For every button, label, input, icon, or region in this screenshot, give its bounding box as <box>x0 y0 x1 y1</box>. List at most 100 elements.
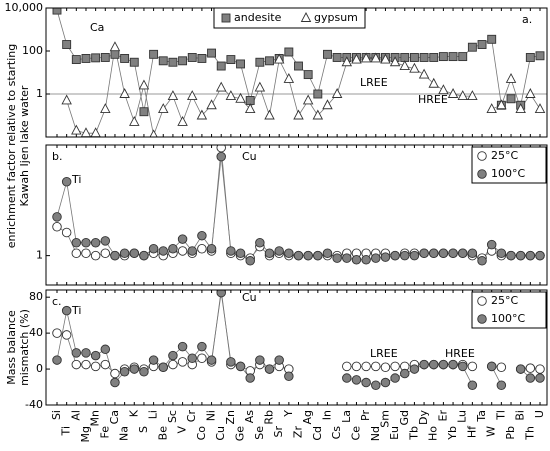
circle-marker <box>274 246 284 256</box>
circle-marker <box>477 296 487 306</box>
circle-marker <box>148 244 159 254</box>
triangle-marker <box>380 53 391 64</box>
circle-marker <box>371 361 381 372</box>
square-marker <box>221 13 231 23</box>
circle-marker <box>467 380 478 390</box>
triangle-marker <box>225 90 237 101</box>
circle-marker <box>525 363 536 373</box>
circle-marker <box>71 359 82 370</box>
x-tick-label: Th <box>523 426 536 441</box>
circle-marker <box>371 253 381 263</box>
square-marker <box>487 34 497 44</box>
y-tick-label: 0 <box>36 362 43 375</box>
x-tick-label: Rb <box>263 410 276 425</box>
circle-marker <box>187 246 197 256</box>
triangle-marker <box>300 12 312 22</box>
x-tick-label: Na <box>118 426 131 441</box>
annotation: Cu <box>242 150 257 163</box>
square-marker <box>62 40 72 49</box>
circle-marker <box>129 248 140 258</box>
triangle-marker <box>399 60 411 70</box>
square-marker <box>120 54 130 63</box>
circle-marker <box>61 330 72 340</box>
legend-label: 25°C <box>491 294 518 307</box>
circle-marker <box>496 362 507 373</box>
circle-marker <box>197 230 207 241</box>
triangle-marker <box>90 127 101 137</box>
triangle-marker <box>215 81 227 92</box>
triangle-marker <box>428 77 439 88</box>
square-marker <box>110 49 120 59</box>
circle-marker <box>81 359 91 370</box>
square-marker <box>226 55 236 65</box>
x-tick-label: Ge <box>234 426 247 442</box>
circle-marker <box>506 250 516 261</box>
circle-marker <box>245 373 255 383</box>
circle-marker <box>61 305 72 316</box>
x-tick-label: Yb <box>446 426 459 441</box>
x-tick-label: Cd <box>311 426 324 441</box>
circle-marker <box>409 364 420 374</box>
square-marker <box>71 55 81 65</box>
square-marker <box>168 57 178 67</box>
circle-marker <box>177 341 188 352</box>
square-marker <box>81 54 91 63</box>
annotation: HREE <box>445 347 475 360</box>
legend-label: gypsum <box>314 11 358 24</box>
legend-label: 25°C <box>491 149 518 162</box>
y-tick-label: 1 <box>36 249 43 262</box>
circle-marker <box>255 355 265 365</box>
square-marker <box>197 54 207 63</box>
circle-marker <box>467 248 478 258</box>
circle-marker <box>71 348 82 358</box>
circle-marker <box>110 377 120 388</box>
circle-marker <box>486 239 497 250</box>
triangle-marker <box>341 56 353 67</box>
triangle-marker <box>322 99 333 110</box>
circle-marker <box>361 377 371 388</box>
triangle-marker <box>71 124 82 135</box>
triangle-marker <box>61 94 72 105</box>
circle-marker <box>129 364 140 374</box>
circle-marker <box>496 380 507 390</box>
triangle-marker <box>254 81 266 92</box>
circle-marker <box>467 361 478 372</box>
x-tick-label: La <box>340 410 353 423</box>
circle-marker <box>187 353 197 364</box>
triangle-marker <box>235 92 246 103</box>
x-tick-label: Tl <box>494 410 507 421</box>
circle-marker <box>380 362 391 373</box>
y-tick-label: -40 <box>25 398 43 411</box>
triangle-marker <box>505 73 517 83</box>
circle-marker <box>535 364 545 374</box>
x-tick-label: Cr <box>185 410 198 423</box>
square-marker <box>129 57 139 67</box>
circle-marker <box>216 151 226 162</box>
square-marker <box>149 49 159 59</box>
annotation: HREE <box>418 93 448 106</box>
triangle-marker <box>486 103 497 113</box>
circle-marker <box>419 359 429 370</box>
circle-marker <box>457 248 468 258</box>
triangle-marker <box>100 103 111 113</box>
y-axis-label: enrichment factor relative to starting <box>5 44 18 248</box>
circle-marker <box>284 248 294 258</box>
triangle-marker <box>177 116 188 126</box>
annotation: Ti <box>71 304 81 317</box>
panel-label: c. <box>52 295 62 308</box>
legend-label: andesite <box>234 11 282 24</box>
triangle-marker <box>370 52 382 63</box>
triangle-marker <box>196 109 208 120</box>
square-marker <box>236 59 245 69</box>
x-tick-label: Fe <box>98 426 111 439</box>
circle-marker <box>90 361 101 372</box>
triangle-marker <box>351 53 362 64</box>
circle-marker <box>226 357 236 367</box>
square-marker <box>506 94 516 104</box>
circle-marker <box>158 362 169 373</box>
triangle-marker <box>515 103 526 113</box>
x-tick-label: K <box>127 409 140 417</box>
circle-marker <box>52 355 62 365</box>
circle-marker <box>216 290 226 298</box>
